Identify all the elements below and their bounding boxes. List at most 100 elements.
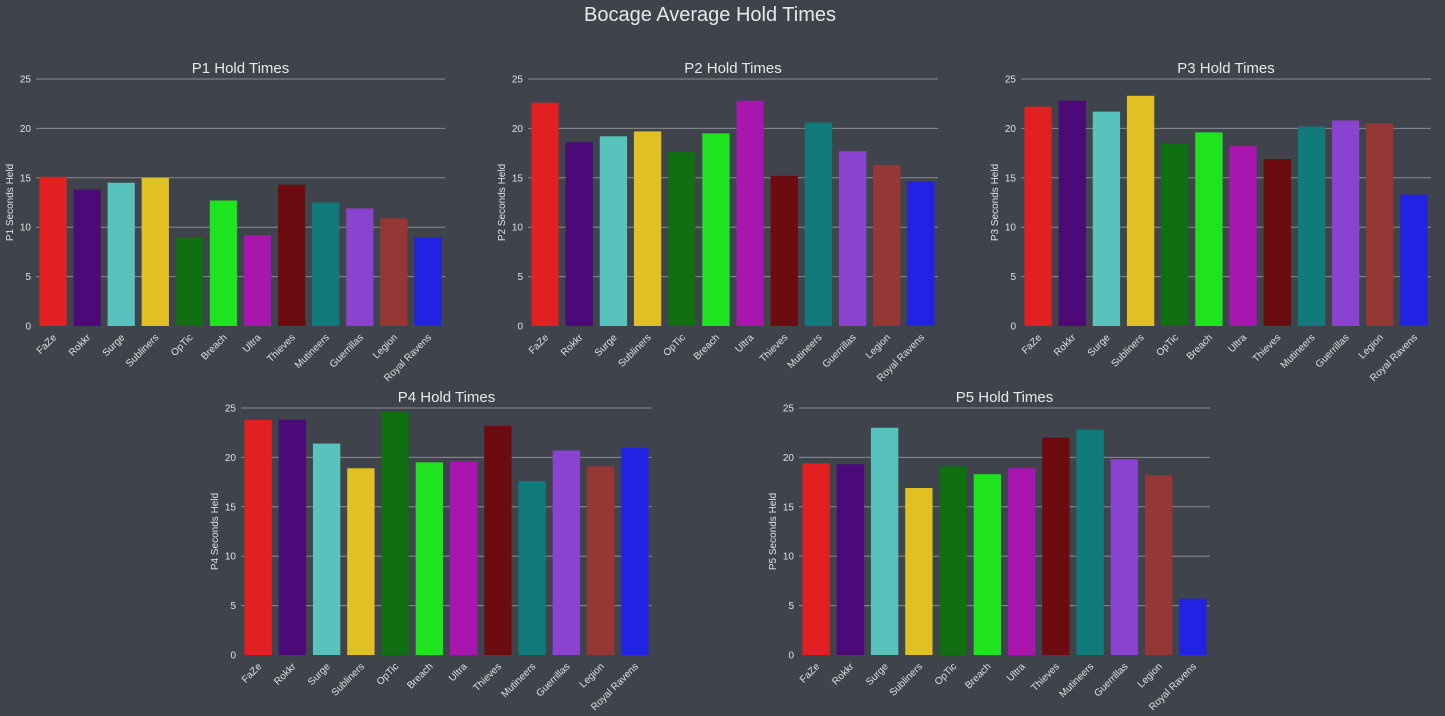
x-tick-label: Ultra [733, 332, 756, 355]
y-tick-label: 10 [225, 552, 237, 563]
y-tick-label: 20 [225, 453, 237, 464]
bar-breach [973, 474, 1002, 655]
panel-title: P3 Hold Times [1177, 60, 1275, 77]
x-tick-label: Surge [306, 661, 333, 688]
bar-rokkr [1058, 100, 1086, 327]
x-tick-label: Breach [1185, 332, 1215, 362]
x-tick-label: Thieves [265, 332, 298, 365]
y-tick-label: 5 [1010, 272, 1016, 283]
x-tick-label: Rokkr [67, 332, 94, 359]
x-tick-label: OpTic [375, 661, 401, 687]
y-tick-label: 5 [25, 272, 31, 283]
bar-mutineers [1297, 126, 1326, 326]
x-tick-label: Subliners [616, 332, 653, 369]
panel-title: P5 Hold Times [956, 389, 1054, 406]
x-tick-label: Guerrillas [534, 661, 572, 699]
bar-breach [1195, 132, 1223, 326]
x-tick-label: Breach [199, 332, 229, 362]
x-tick-label: Rokkr [272, 661, 299, 688]
y-tick-label: 20 [1005, 124, 1017, 135]
bar-legion [873, 164, 901, 326]
panel-title: P2 Hold Times [684, 60, 782, 77]
bar-ultra [243, 235, 272, 326]
x-tick-label: Ultra [1005, 661, 1028, 684]
y-tick-label: 25 [225, 404, 237, 415]
panel-title: P4 Hold Times [398, 389, 496, 406]
x-tick-label: Rokkr [1052, 332, 1079, 359]
x-tick-label: Guerrillas [328, 332, 366, 370]
x-tick-label: OpTic [1154, 332, 1180, 358]
bar-faze [1024, 106, 1052, 326]
bar-guerrillas [1110, 459, 1139, 655]
bar-thieves [1263, 159, 1291, 326]
x-tick-label: Legion [864, 332, 893, 361]
x-tick-label: Mutineers [293, 332, 332, 371]
bar-ultra [449, 461, 478, 655]
y-tick-label: 0 [25, 322, 31, 333]
x-tick-label: Guerrillas [1092, 661, 1130, 699]
x-tick-label: OpTic [661, 332, 687, 358]
bar-thieves [770, 175, 798, 326]
x-tick-label: Ultra [1226, 332, 1249, 355]
x-tick-label: OpTic [933, 661, 959, 687]
y-tick-label: 20 [20, 124, 32, 135]
bar-guerrillas [1331, 120, 1360, 326]
panel-title: P1 Hold Times [192, 60, 290, 77]
bar-surge [107, 182, 135, 326]
bar-royal-ravens [1179, 598, 1207, 655]
x-tick-label: OpTic [169, 332, 195, 358]
x-tick-label: Rokkr [830, 661, 857, 688]
y-tick-label: 25 [512, 75, 524, 86]
x-tick-label: Ultra [241, 332, 264, 355]
bar-faze [802, 463, 830, 655]
y-tick-label: 10 [783, 552, 795, 563]
bar-mutineers [804, 122, 833, 326]
y-tick-label: 0 [517, 322, 523, 333]
bar-thieves [1042, 437, 1070, 655]
y-tick-label: 15 [20, 173, 32, 184]
bar-thieves [277, 184, 306, 326]
y-tick-label: 10 [512, 223, 524, 234]
x-tick-label: Thieves [1251, 332, 1284, 365]
bar-legion [1366, 123, 1394, 327]
bar-guerrillas [838, 151, 867, 326]
y-tick-label: 20 [783, 453, 795, 464]
bar-royal-ravens [414, 237, 442, 326]
bar-faze [39, 176, 67, 326]
bar-subliners [141, 177, 169, 326]
bar-mutineers [1076, 429, 1104, 655]
x-tick-label: Thieves [471, 661, 504, 694]
bar-optic [381, 411, 409, 655]
x-tick-label: Legion [1136, 661, 1165, 690]
x-tick-label: Breach [405, 661, 435, 691]
bar-optic [939, 466, 967, 655]
bar-royal-ravens [621, 447, 649, 655]
x-tick-label: Legion [1357, 332, 1386, 361]
y-axis-label: P2 Seconds Held [497, 164, 508, 241]
x-tick-label: Surge [864, 661, 891, 688]
y-tick-label: 15 [1005, 173, 1017, 184]
bar-mutineers [312, 202, 340, 326]
x-tick-label: Thieves [758, 332, 791, 365]
bar-faze [531, 102, 559, 326]
bar-optic [1161, 143, 1189, 326]
x-tick-label: FaZe [527, 332, 552, 357]
bar-legion [1144, 475, 1173, 655]
x-tick-label: FaZe [1020, 332, 1045, 357]
bar-ultra [1229, 146, 1257, 326]
x-tick-label: Surge [1086, 332, 1113, 359]
x-tick-label: Breach [692, 332, 722, 362]
y-tick-label: 0 [788, 651, 794, 662]
bar-rokkr [836, 464, 865, 655]
x-tick-label: Mutineers [499, 661, 538, 700]
bar-faze [244, 419, 272, 655]
y-tick-label: 5 [230, 601, 236, 612]
bar-breach [209, 200, 238, 326]
y-axis-label: P1 Seconds Held [5, 164, 16, 241]
y-axis-label: P3 Seconds Held [990, 164, 1001, 241]
bar-guerrillas [552, 450, 581, 655]
